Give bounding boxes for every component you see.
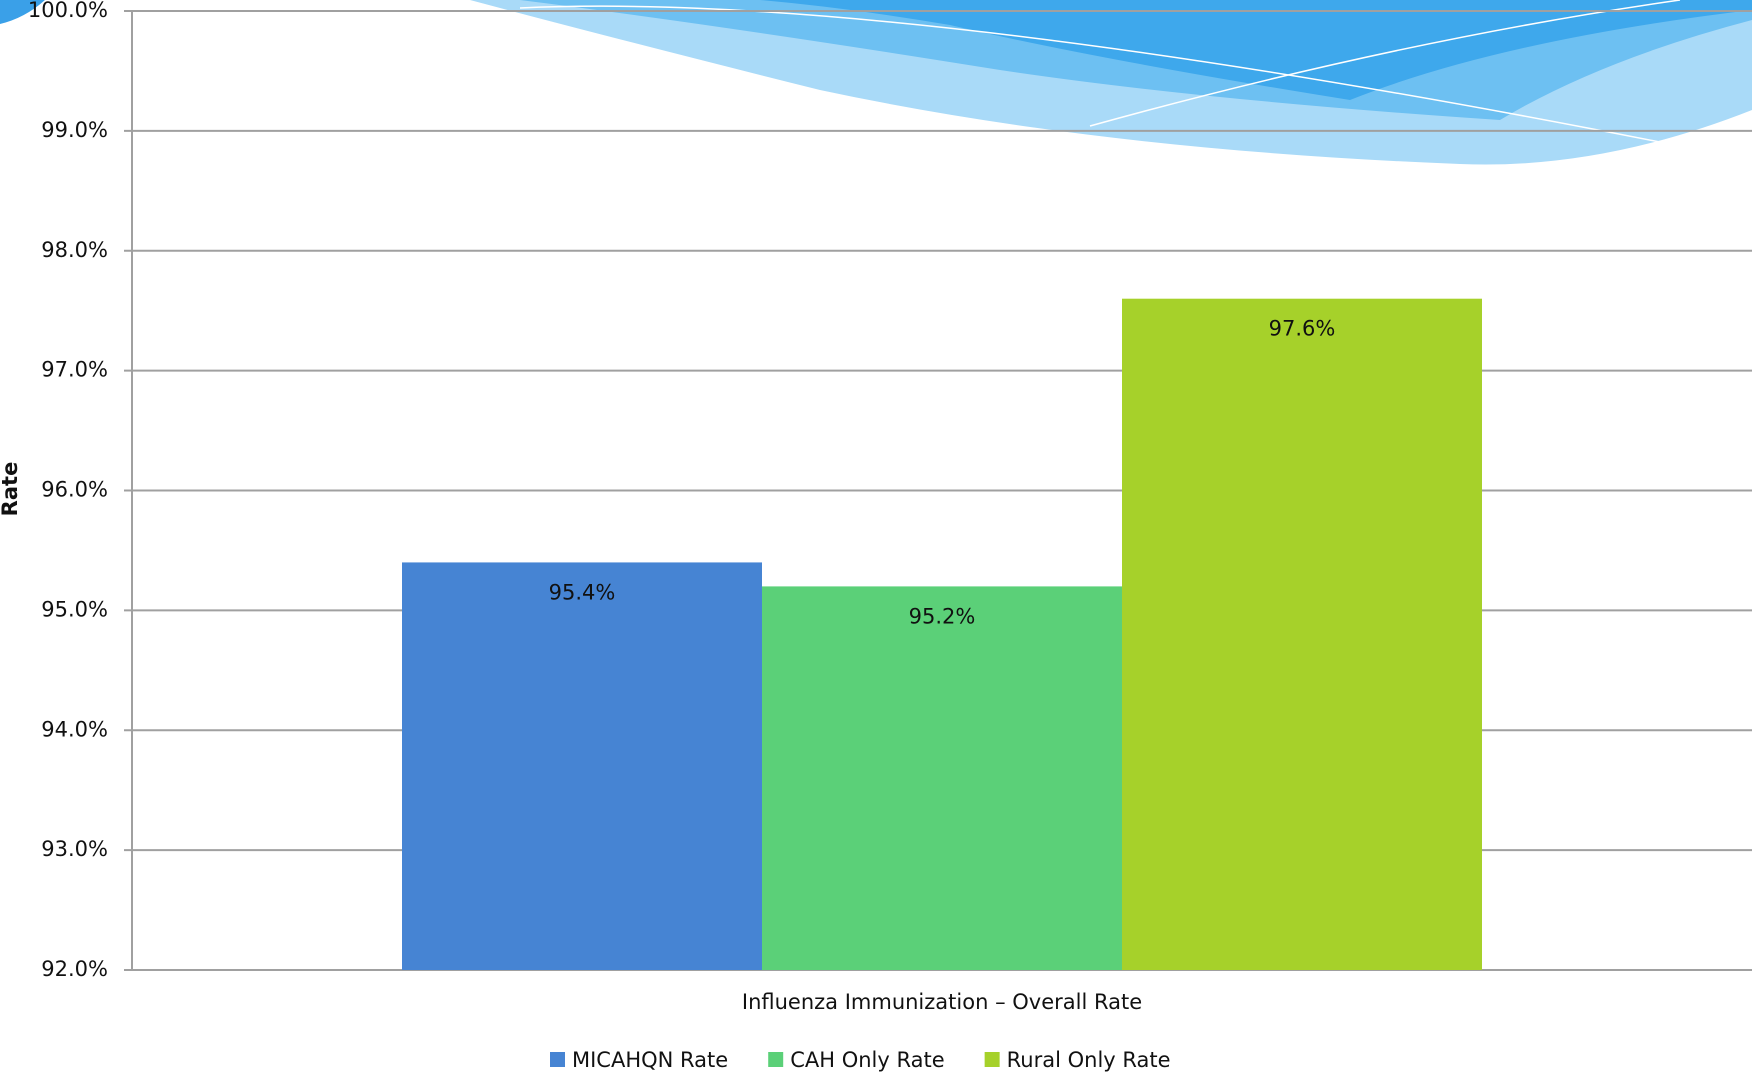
legend-swatch: [550, 1052, 565, 1067]
bar: [762, 586, 1122, 970]
y-axis-title: Rate: [0, 462, 22, 517]
value-label: 95.2%: [909, 604, 976, 628]
legend-label: Rural Only Rate: [1007, 1048, 1171, 1072]
y-tick-label: 94.0%: [41, 717, 108, 741]
value-label: 97.6%: [1269, 317, 1336, 341]
wave-decoration: [0, 0, 1752, 165]
y-tick-label: 92.0%: [41, 957, 108, 981]
bar: [1122, 298, 1482, 970]
y-tick-label: 93.0%: [41, 837, 108, 861]
legend-swatch: [984, 1052, 1000, 1067]
legend-label: CAH Only Rate: [790, 1048, 944, 1072]
y-tick-label: 96.0%: [41, 478, 108, 502]
value-label: 95.4%: [549, 580, 616, 604]
y-tick-label: 98.0%: [41, 238, 108, 262]
x-tick-label: Influenza Immunization – Overall Rate: [742, 990, 1142, 1014]
y-tick-label: 97.0%: [41, 358, 108, 382]
legend-label: MICAHQN Rate: [572, 1048, 728, 1072]
bar: [402, 562, 762, 970]
y-tick-label: 100.0%: [28, 0, 108, 22]
y-tick-label: 95.0%: [41, 597, 108, 621]
y-tick-label: 99.0%: [41, 118, 108, 142]
legend-swatch: [768, 1052, 784, 1067]
